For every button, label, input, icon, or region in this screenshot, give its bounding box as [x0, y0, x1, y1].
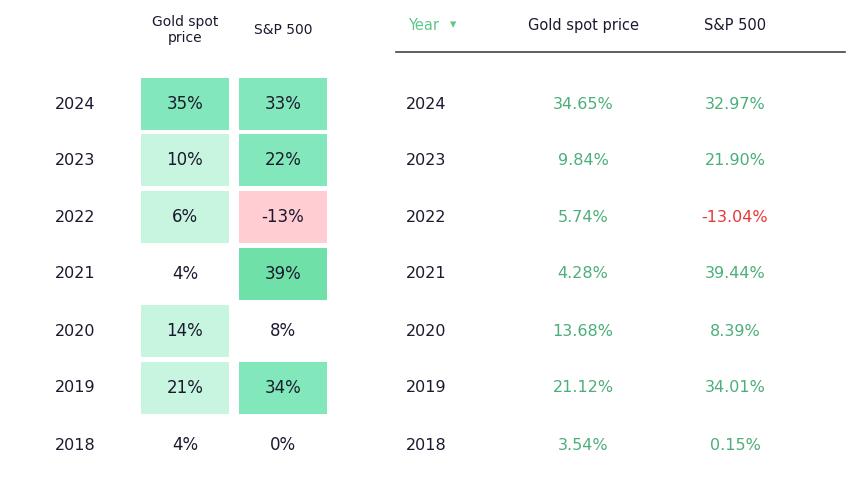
Text: 39%: 39%: [265, 265, 302, 283]
Text: 2020: 2020: [406, 324, 446, 339]
Bar: [239, 78, 327, 130]
Bar: [141, 78, 229, 130]
Text: -13.04%: -13.04%: [702, 209, 769, 224]
Text: 9.84%: 9.84%: [557, 152, 608, 167]
Text: 2019: 2019: [55, 380, 95, 395]
Text: 2023: 2023: [406, 152, 446, 167]
Bar: [141, 305, 229, 357]
Text: 4%: 4%: [172, 265, 198, 283]
Text: 0.15%: 0.15%: [710, 437, 761, 452]
Text: 4.28%: 4.28%: [557, 267, 608, 282]
Text: 21.90%: 21.90%: [705, 152, 765, 167]
Text: 34.65%: 34.65%: [553, 97, 613, 112]
Text: 10%: 10%: [167, 151, 204, 169]
Text: 2020: 2020: [55, 324, 95, 339]
Text: 2018: 2018: [406, 437, 446, 452]
Text: 14%: 14%: [167, 322, 204, 340]
Text: 2018: 2018: [55, 437, 95, 452]
Text: 35%: 35%: [167, 95, 204, 113]
Text: 5.74%: 5.74%: [557, 209, 608, 224]
Text: 22%: 22%: [265, 151, 302, 169]
Text: 2019: 2019: [406, 380, 446, 395]
Text: 33%: 33%: [265, 95, 302, 113]
Text: 0%: 0%: [270, 436, 296, 454]
Bar: [141, 134, 229, 186]
Bar: [141, 191, 229, 243]
Text: 2024: 2024: [55, 97, 95, 112]
Text: Gold spot price: Gold spot price: [527, 18, 638, 33]
Text: Gold spot
price: Gold spot price: [152, 15, 218, 45]
Text: 32.97%: 32.97%: [705, 97, 765, 112]
Text: 2023: 2023: [55, 152, 95, 167]
Text: S&P 500: S&P 500: [254, 23, 312, 37]
Text: 2022: 2022: [406, 209, 446, 224]
Text: 2022: 2022: [55, 209, 95, 224]
Text: 8%: 8%: [270, 322, 296, 340]
Text: -13%: -13%: [262, 208, 304, 226]
Text: 13.68%: 13.68%: [552, 324, 613, 339]
Bar: [141, 362, 229, 414]
Text: S&P 500: S&P 500: [704, 18, 766, 33]
Text: 6%: 6%: [172, 208, 198, 226]
Bar: [239, 191, 327, 243]
Bar: [239, 362, 327, 414]
Text: 21%: 21%: [166, 379, 204, 397]
Text: 34.01%: 34.01%: [705, 380, 765, 395]
Text: 39.44%: 39.44%: [705, 267, 765, 282]
Bar: [239, 134, 327, 186]
Text: 21.12%: 21.12%: [552, 380, 613, 395]
Text: 4%: 4%: [172, 436, 198, 454]
Text: ▾: ▾: [450, 19, 457, 32]
Text: 8.39%: 8.39%: [710, 324, 760, 339]
Text: Year: Year: [408, 18, 439, 33]
Text: 2021: 2021: [55, 267, 95, 282]
Text: 2024: 2024: [406, 97, 446, 112]
Text: 3.54%: 3.54%: [558, 437, 608, 452]
Bar: [239, 248, 327, 300]
Text: 34%: 34%: [265, 379, 302, 397]
Text: 2021: 2021: [406, 267, 446, 282]
